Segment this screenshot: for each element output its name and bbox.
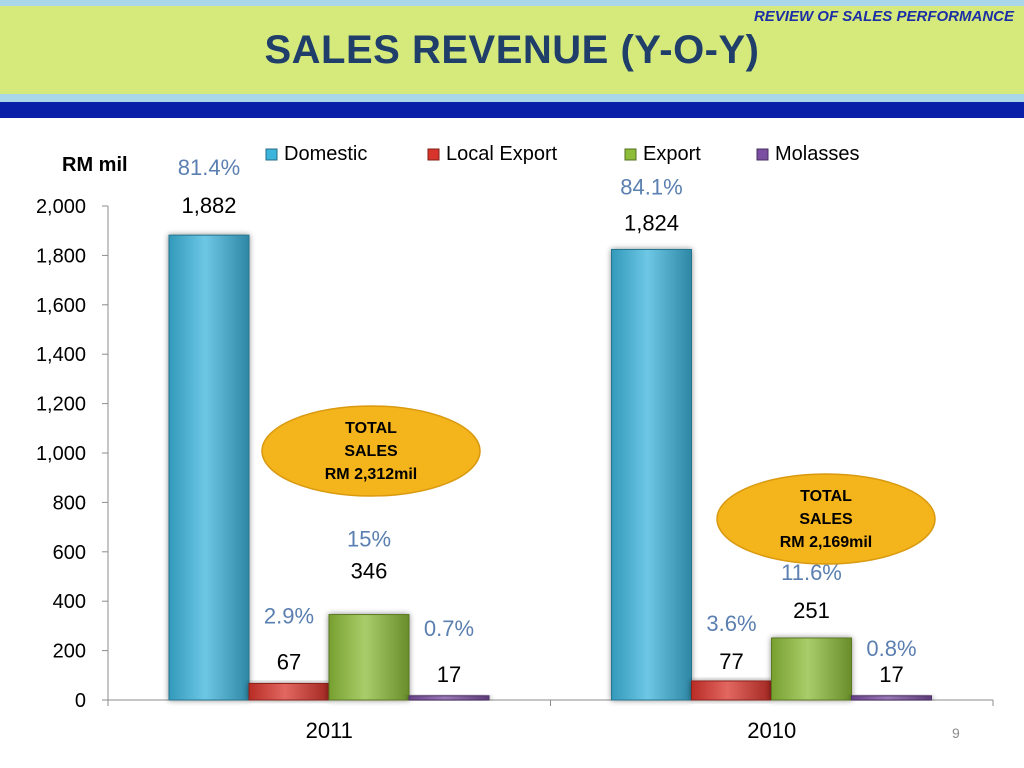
y-tick-label: 1,000 [36, 443, 86, 465]
y-tick-label: 600 [53, 542, 86, 564]
section-tag: REVIEW OF SALES PERFORMANCE [753, 8, 1014, 25]
value-label: 1,882 [181, 193, 236, 218]
header-band-dark [0, 102, 1024, 118]
share-label: 0.7% [424, 616, 474, 641]
share-label: 3.6% [706, 611, 756, 636]
bar-domestic-2010 [611, 248, 692, 701]
y-tick-label: 1,400 [36, 344, 86, 366]
legend-label: Domestic [284, 143, 367, 165]
share-label: 0.8% [866, 636, 916, 661]
callout-text: SALES [344, 443, 398, 460]
legend-label: Export [643, 143, 701, 165]
legend-swatch-domestic [265, 148, 278, 161]
value-label: 17 [879, 662, 903, 687]
y-tick-label: 1,200 [36, 394, 86, 416]
y-tick-label: 800 [53, 492, 86, 514]
value-label: 1,824 [624, 210, 679, 235]
total-sales-callout [261, 405, 481, 497]
share-label: 2.9% [264, 603, 314, 628]
y-tick-label: 1,800 [36, 245, 86, 267]
y-tick-label: 400 [53, 591, 86, 613]
y-tick-label: 2,000 [36, 196, 86, 218]
bar-local-export-2011 [248, 682, 330, 701]
share-label: 84.1% [620, 174, 682, 199]
callout-text: SALES [799, 511, 853, 528]
page-number: 9 [952, 725, 960, 741]
value-label: 346 [351, 559, 388, 584]
header-band-light [0, 94, 1024, 102]
legend-swatch-local-export [427, 148, 440, 161]
y-axis-title: RM mil [62, 154, 128, 176]
y-tick-label: 200 [53, 641, 86, 663]
callout-text: TOTAL [800, 488, 852, 505]
callout-text: TOTAL [345, 420, 397, 437]
legend-label: Molasses [775, 143, 859, 165]
x-category-label: 2011 [306, 718, 353, 743]
value-label: 251 [793, 598, 830, 623]
bar-molasses-2010 [851, 695, 932, 701]
value-label: 67 [277, 649, 301, 674]
bar-domestic-2011 [168, 234, 250, 701]
y-tick-label: 1,600 [36, 295, 86, 317]
share-label: 15% [347, 527, 391, 552]
x-category-label: 2010 [747, 718, 796, 743]
bar-export-2011 [328, 614, 410, 701]
legend-label: Local Export [446, 143, 558, 165]
bar-export-2010 [771, 637, 852, 701]
slide-title: SALES REVENUE (Y-O-Y) [264, 28, 760, 72]
value-label: 17 [437, 662, 461, 687]
sales-revenue-chart: RM mil 0 200 400 600 800 1,000 1,200 1,400 1,600 1… [36, 143, 994, 743]
share-label: 81.4% [178, 155, 240, 180]
value-label: 77 [719, 649, 743, 674]
total-sales-callout [716, 473, 936, 565]
y-tick-label: 0 [75, 690, 86, 712]
title-banner [0, 0, 1024, 94]
callout-text: RM 2,312mil [325, 466, 417, 483]
legend-swatch-export [624, 148, 637, 161]
bar-local-export-2010 [691, 680, 772, 701]
legend-swatch-molasses [756, 148, 769, 161]
bar-molasses-2011 [408, 695, 490, 701]
callout-text: RM 2,169mil [780, 534, 872, 551]
